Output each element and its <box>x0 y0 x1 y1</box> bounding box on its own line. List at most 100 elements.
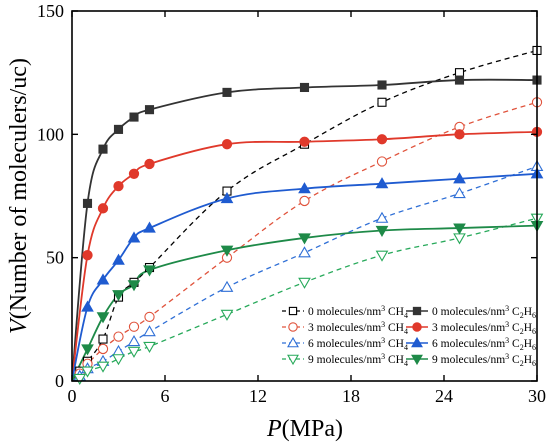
data-point-series-3 <box>221 139 233 150</box>
legend-label: 3 molecules/nm3 C2H6 <box>432 318 536 336</box>
data-point-series-1 <box>222 87 232 97</box>
legend-label-prefix: 9 molecules/nm <box>432 354 505 366</box>
data-point-series-2 <box>128 321 140 332</box>
data-point-series-1 <box>98 144 108 154</box>
data-point-series-7 <box>96 312 110 324</box>
data-point-series-1 <box>377 80 387 90</box>
legend-marker <box>288 322 298 332</box>
legend-label-gas2: H <box>524 338 532 350</box>
data-point-series-1 <box>113 124 124 134</box>
legend-label-sub: 2 <box>520 327 524 336</box>
legend-label-sub: 4 <box>404 359 408 368</box>
x-tick-label: 0 <box>68 386 77 406</box>
y-tick-label: 100 <box>37 124 64 144</box>
legend-label-prefix: 9 molecules/nm <box>308 354 381 366</box>
data-point-series-7 <box>127 280 141 292</box>
data-point-series-7 <box>220 245 234 257</box>
legend-label-gas: CH <box>388 322 404 334</box>
data-point-series-5 <box>453 172 466 184</box>
data-point-series-6 <box>73 373 87 386</box>
data-point-series-6 <box>298 277 311 289</box>
data-point-series-7 <box>375 225 389 238</box>
legend-label-prefix: 3 molecules/nm <box>308 322 381 334</box>
y-tick-label: 150 <box>37 1 64 21</box>
data-point-series-4 <box>112 344 125 357</box>
legend-label-prefix: 6 molecules/nm <box>432 338 505 350</box>
legend: 0 molecules/nm3 CH4 0 molecules/nm3 C2H63… <box>282 302 536 368</box>
data-point-series-0 <box>454 68 465 78</box>
data-point-series-2 <box>113 331 124 342</box>
y-axis-title: V(Number of moleculers/uc) <box>6 58 32 334</box>
x-tick-label: 24 <box>435 386 453 406</box>
data-point-series-2 <box>144 311 155 323</box>
data-point-series-6 <box>112 354 125 366</box>
legend-label-gas2: H <box>524 354 532 366</box>
data-point-series-1 <box>144 105 155 115</box>
data-point-series-7 <box>143 265 156 277</box>
legend-label-sub: 2 <box>520 311 524 320</box>
data-point-series-6 <box>81 366 94 378</box>
x-axis-title: P(MPa) <box>266 416 343 442</box>
legend-label: 9 molecules/nm3 C2H6 <box>432 350 536 368</box>
legend-label-sub2: 6 <box>532 327 536 336</box>
x-tick-label: 18 <box>342 386 360 406</box>
data-point-series-0 <box>98 334 108 344</box>
legend-label-sub: 2 <box>520 343 524 352</box>
legend-label-sup: 3 <box>505 320 509 329</box>
data-point-series-3 <box>113 180 124 192</box>
data-point-series-3 <box>144 158 155 170</box>
data-point-series-4 <box>220 280 234 292</box>
data-point-series-7 <box>453 223 466 235</box>
y-tick-label: 0 <box>55 371 64 391</box>
data-point-series-5 <box>143 221 156 233</box>
legend-label: 0 molecules/nm3 C2H6 <box>432 302 536 320</box>
data-point-series-5 <box>127 231 141 243</box>
series-line-0 <box>72 49 537 381</box>
legend-label-sup: 3 <box>381 352 385 361</box>
legend-label-gas: C <box>512 322 520 334</box>
legend-label-gas: CH <box>388 306 404 318</box>
legend-label-sup: 3 <box>505 304 509 313</box>
legend-label-gas: C <box>512 354 520 366</box>
legend-label-sub2: 6 <box>532 311 536 320</box>
legend-label-gas: C <box>512 306 520 318</box>
data-point-series-3 <box>128 168 140 179</box>
data-point-series-7 <box>298 233 311 245</box>
legend-label-sup: 3 <box>505 352 509 361</box>
marker-layer <box>73 45 544 386</box>
data-point-series-2 <box>299 195 310 207</box>
data-point-series-1 <box>129 112 139 122</box>
data-point-series-6 <box>375 250 389 262</box>
data-point-series-6 <box>143 341 156 353</box>
legend-label-sub2: 6 <box>532 343 536 352</box>
legend-label-gas2: H <box>524 322 532 334</box>
series-line-7 <box>72 224 537 381</box>
data-point-series-5 <box>81 300 94 312</box>
legend-label-prefix: 3 molecules/nm <box>432 322 505 334</box>
plot-frame <box>71 10 538 382</box>
legend-label-gas: C <box>512 338 520 350</box>
x-tick-label: 30 <box>528 386 546 406</box>
legend-marker <box>412 322 422 332</box>
legend-label-sup: 3 <box>381 336 385 345</box>
data-point-series-5 <box>96 273 110 285</box>
legend-marker <box>412 306 422 316</box>
legend-marker <box>287 354 299 366</box>
legend-label-gas2: H <box>524 306 532 318</box>
legend-label: 6 molecules/nm3 CH4 <box>308 334 408 352</box>
legend-label-gas: CH <box>388 354 404 366</box>
data-point-series-6 <box>127 346 141 358</box>
data-point-series-5 <box>112 253 125 265</box>
data-point-series-7 <box>112 290 125 302</box>
data-point-series-6 <box>96 361 110 373</box>
legend-label-prefix: 0 molecules/nm <box>432 306 505 318</box>
y-tick-label: 50 <box>46 248 64 268</box>
data-point-series-2 <box>376 156 388 167</box>
legend-label-sub: 2 <box>520 359 524 368</box>
data-point-series-3 <box>454 129 465 140</box>
legend-label-gas: CH <box>388 338 404 350</box>
legend-label-sub: 4 <box>404 327 408 336</box>
data-point-series-4 <box>453 187 466 199</box>
